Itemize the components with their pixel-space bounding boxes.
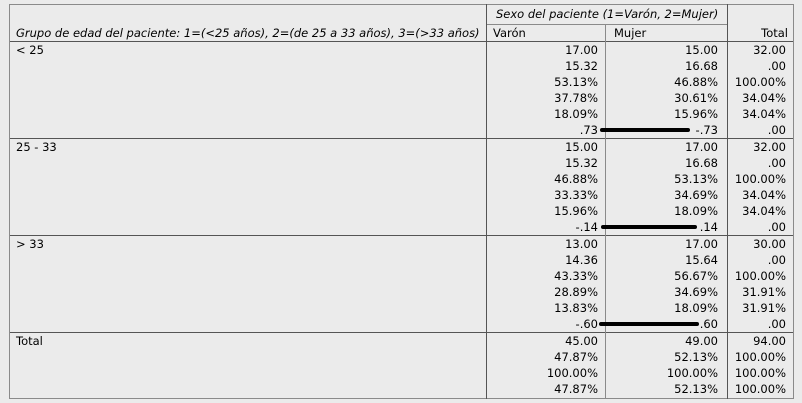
column-header-varon: Varón — [493, 26, 526, 40]
grid-header-split-line — [486, 24, 727, 25]
cell-mujer: 16.68 — [685, 59, 718, 73]
cell-varon: 14.36 — [565, 253, 598, 267]
cell-mujer: 34.69% — [674, 188, 718, 202]
cell-mujer: -.73 — [695, 123, 718, 137]
cell-mujer: 53.13% — [674, 172, 718, 186]
cell-mujer: 49.00 — [685, 334, 718, 348]
cell-total: 94.00 — [753, 334, 786, 348]
cell-varon: 45.00 — [565, 334, 598, 348]
cell-varon: 53.13% — [554, 75, 598, 89]
cell-varon: 47.87% — [554, 382, 598, 396]
cell-total: 34.04% — [742, 188, 786, 202]
cell-mujer: 17.00 — [685, 237, 718, 251]
cell-total: 32.00 — [753, 43, 786, 57]
cell-varon: 13.00 — [565, 237, 598, 251]
cell-varon: 47.87% — [554, 350, 598, 364]
column-header-total: Total — [761, 26, 788, 40]
cell-total: 30.00 — [753, 237, 786, 251]
cell-total: 31.91% — [742, 285, 786, 299]
cell-mujer: 46.88% — [674, 75, 718, 89]
cell-mujer: 15.64 — [685, 253, 718, 267]
cell-varon: 15.96% — [554, 204, 598, 218]
cell-total: 100.00% — [734, 350, 786, 364]
row-group-label: < 25 — [16, 43, 44, 57]
cell-mujer: 34.69% — [674, 285, 718, 299]
cell-total: 100.00% — [734, 382, 786, 396]
cell-varon: 15.32 — [565, 156, 598, 170]
cell-varon: -.14 — [575, 220, 598, 234]
cell-varon: 15.32 — [565, 59, 598, 73]
cell-varon: .73 — [579, 123, 598, 137]
cell-mujer: 18.09% — [674, 301, 718, 315]
cell-varon: 28.89% — [554, 285, 598, 299]
row-variable-title: Grupo de edad del paciente: 1=(<25 años)… — [16, 26, 480, 40]
cell-varon: -.60 — [575, 317, 598, 331]
cell-total: 100.00% — [734, 75, 786, 89]
cell-total: 32.00 — [753, 140, 786, 154]
cell-mujer: 52.13% — [674, 350, 718, 364]
cell-mujer: 16.68 — [685, 156, 718, 170]
cell-total: 34.04% — [742, 107, 786, 121]
cell-total: .00 — [767, 123, 786, 137]
cell-varon: 100.00% — [546, 366, 598, 380]
grid-top-line — [9, 4, 793, 5]
row-group-label: Total — [16, 334, 43, 348]
cell-total: .00 — [767, 156, 786, 170]
cell-mujer: .14 — [699, 220, 718, 234]
cell-total: 100.00% — [734, 366, 786, 380]
cell-total: .00 — [767, 317, 786, 331]
cell-varon: 46.88% — [554, 172, 598, 186]
cell-varon: 13.83% — [554, 301, 598, 315]
column-header-mujer: Mujer — [614, 26, 647, 40]
cell-mujer: 18.09% — [674, 204, 718, 218]
residual-bar — [600, 128, 690, 132]
residual-bar — [601, 225, 697, 229]
cell-varon: 37.78% — [554, 91, 598, 105]
grid-bottom-line — [9, 398, 793, 399]
cell-mujer: 17.00 — [685, 140, 718, 154]
grid-col-line-2 — [605, 24, 606, 399]
column-variable-title: Sexo del paciente (1=Varón, 2=Mujer) — [496, 7, 719, 21]
cell-total: 100.00% — [734, 172, 786, 186]
cell-mujer: 15.96% — [674, 107, 718, 121]
cell-varon: 15.00 — [565, 140, 598, 154]
cell-total: .00 — [767, 59, 786, 73]
cell-varon: 33.33% — [554, 188, 598, 202]
grid-left-line — [9, 4, 10, 399]
grid-col-line-1 — [486, 4, 487, 399]
cell-mujer: .60 — [699, 317, 718, 331]
grid-col-line-3 — [727, 4, 728, 399]
grid-right-line — [793, 4, 794, 399]
cell-varon: 18.09% — [554, 107, 598, 121]
grid-header-bottom-line — [9, 41, 793, 42]
cell-mujer: 15.00 — [685, 43, 718, 57]
grid-group-line-3 — [9, 332, 793, 333]
row-group-label: > 33 — [16, 237, 44, 251]
cell-total: .00 — [767, 220, 786, 234]
cell-varon: 43.33% — [554, 269, 598, 283]
cell-varon: 17.00 — [565, 43, 598, 57]
cell-mujer: 52.13% — [674, 382, 718, 396]
cell-mujer: 56.67% — [674, 269, 718, 283]
cell-total: 31.91% — [742, 301, 786, 315]
row-group-label: 25 - 33 — [16, 140, 57, 154]
cell-total: .00 — [767, 253, 786, 267]
cell-total: 34.04% — [742, 91, 786, 105]
grid-group-line-2 — [9, 235, 793, 236]
cell-mujer: 100.00% — [666, 366, 718, 380]
residual-bar — [599, 322, 699, 326]
cell-total: 100.00% — [734, 269, 786, 283]
grid-group-line-1 — [9, 138, 793, 139]
cell-total: 34.04% — [742, 204, 786, 218]
cell-mujer: 30.61% — [674, 91, 718, 105]
